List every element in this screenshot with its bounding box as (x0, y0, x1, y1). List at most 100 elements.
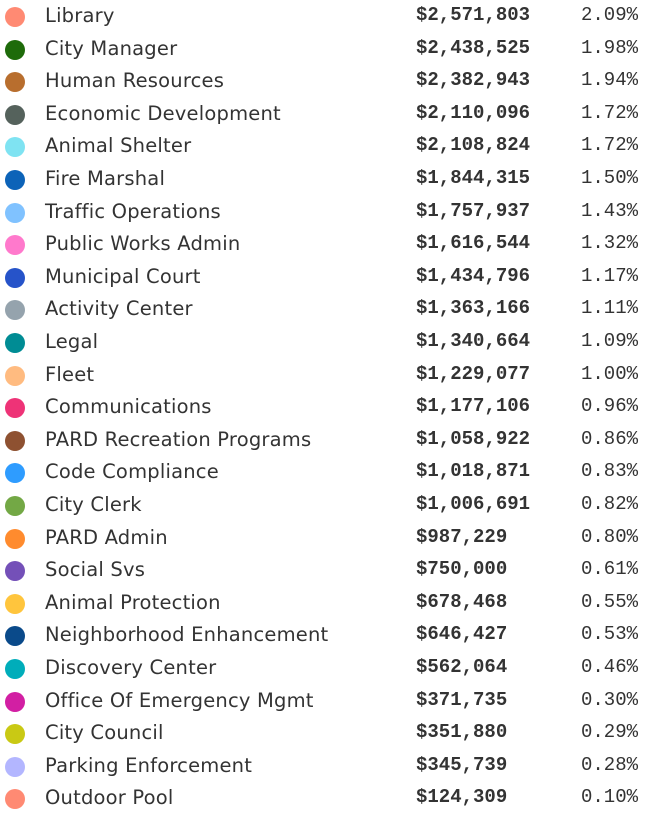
percent-value: 0.10% (580, 786, 638, 809)
department-label: Discovery Center (45, 656, 217, 679)
color-dot-icon (5, 72, 25, 93)
department-label: Human Resources (45, 69, 225, 93)
department-label: City Clerk (45, 493, 142, 516)
amount-value: $646,427 (416, 623, 508, 646)
percent-value: 0.30% (580, 688, 638, 711)
percent-value: 1.17% (580, 264, 638, 287)
amount-value: $562,064 (416, 656, 508, 678)
amount-value: $1,177,106 (416, 395, 531, 418)
department-label: PARD Recreation Programs (45, 427, 312, 451)
color-dot-icon (5, 756, 25, 777)
legend-row: City Clerk $1,006,691 0.82% (0, 490, 657, 522)
amount-value: $371,735 (416, 688, 508, 711)
department-label: Social Svs (45, 558, 146, 582)
department-label: Communications (45, 395, 212, 419)
amount-value: $750,000 (416, 558, 508, 581)
department-label: Parking Enforcement (45, 753, 253, 777)
percent-value: 0.53% (580, 623, 638, 646)
department-label: Animal Shelter (45, 134, 192, 158)
color-dot-icon (5, 104, 25, 125)
percent-value: 1.94% (580, 69, 638, 92)
amount-value: $2,571,803 (416, 4, 531, 26)
color-dot-icon (5, 528, 25, 549)
color-dot-icon (5, 724, 25, 745)
legend-row: Fleet $1,229,077 1.00% (0, 360, 657, 392)
color-dot-icon (5, 300, 25, 321)
color-dot-icon (5, 333, 25, 353)
percent-value: 0.83% (580, 460, 638, 483)
amount-value: $1,006,691 (416, 493, 531, 515)
department-label: Office Of Emergency Mgmt (45, 688, 314, 712)
percent-value: 0.55% (580, 590, 638, 613)
amount-value: $987,229 (416, 525, 508, 548)
amount-value: $1,340,664 (416, 330, 531, 352)
department-label: Outdoor Pool (45, 786, 174, 810)
color-dot-icon (5, 626, 25, 647)
color-dot-icon (5, 267, 25, 288)
color-dot-icon (5, 235, 25, 256)
legend-row: Human Resources $2,382,943 1.94% (0, 66, 657, 98)
color-dot-icon (5, 430, 25, 451)
amount-value: $345,739 (416, 753, 508, 776)
department-label: City Manager (45, 36, 178, 60)
color-dot-icon (5, 789, 25, 810)
percent-value: 1.50% (580, 167, 638, 189)
legend-row: Library $2,571,803 2.09% (0, 1, 657, 33)
percent-value: 1.72% (580, 134, 638, 157)
department-label: Legal (45, 330, 99, 353)
amount-value: $1,434,796 (416, 264, 531, 287)
legend-row: PARD Admin $987,229 0.80% (0, 523, 657, 555)
percent-value: 0.82% (580, 493, 638, 515)
legend-row: Economic Development $2,110,096 1.72% (0, 99, 657, 131)
legend-row: Fire Marshal $1,844,315 1.50% (0, 164, 657, 196)
amount-value: $2,438,525 (416, 36, 531, 59)
department-label: Activity Center (45, 297, 193, 321)
percent-value: 1.43% (580, 199, 638, 222)
percent-value: 0.46% (580, 656, 638, 678)
percent-value: 0.29% (580, 721, 638, 744)
legend-row: Neighborhood Enhancement $646,427 0.53% (0, 620, 657, 652)
legend-row: Social Svs $750,000 0.61% (0, 555, 657, 587)
color-dot-icon (5, 659, 25, 679)
amount-value: $1,018,871 (416, 460, 531, 483)
legend-row: Legal $1,340,664 1.09% (0, 327, 657, 359)
color-dot-icon (5, 593, 25, 614)
legend-row: Outdoor Pool $124,309 0.10% (0, 783, 657, 815)
department-label: PARD Admin (45, 525, 168, 549)
amount-value: $351,880 (416, 721, 508, 744)
percent-value: 0.86% (580, 427, 638, 450)
amount-value: $1,229,077 (416, 362, 531, 385)
department-label: Traffic Operations (45, 199, 221, 223)
color-dot-icon (5, 39, 25, 60)
amount-value: $1,058,922 (416, 427, 531, 450)
legend-row: City Council $351,880 0.29% (0, 718, 657, 750)
legend-row: Public Works Admin $1,616,544 1.32% (0, 229, 657, 261)
legend-row: Activity Center $1,363,166 1.11% (0, 294, 657, 326)
legend-row: PARD Recreation Programs $1,058,922 0.86% (0, 425, 657, 457)
color-dot-icon (5, 691, 25, 712)
amount-value: $124,309 (416, 786, 508, 809)
legend-row: Code Compliance $1,018,871 0.83% (0, 457, 657, 489)
percent-value: 1.98% (580, 36, 638, 59)
legend-row: Municipal Court $1,434,796 1.17% (0, 262, 657, 294)
legend-row: Parking Enforcement $345,739 0.28% (0, 751, 657, 783)
department-label: Fleet (45, 362, 95, 386)
department-label: City Council (45, 721, 164, 745)
percent-value: 1.32% (580, 232, 638, 255)
legend-row: Animal Shelter $2,108,824 1.72% (0, 131, 657, 163)
percent-value: 0.28% (580, 753, 638, 776)
legend-row: Traffic Operations $1,757,937 1.43% (0, 197, 657, 229)
amount-value: $2,110,096 (416, 101, 531, 124)
legend-row: Communications $1,177,106 0.96% (0, 392, 657, 424)
amount-value: $2,382,943 (416, 69, 531, 92)
legend-row: Animal Protection $678,468 0.55% (0, 588, 657, 620)
color-dot-icon (5, 137, 25, 158)
percent-value: 0.61% (580, 558, 638, 581)
color-dot-icon (5, 398, 25, 419)
department-label: Public Works Admin (45, 232, 241, 256)
percent-value: 2.09% (580, 4, 638, 26)
percent-value: 1.09% (580, 330, 638, 352)
color-dot-icon (5, 202, 25, 223)
color-dot-icon (5, 561, 25, 582)
color-dot-icon (5, 365, 25, 386)
